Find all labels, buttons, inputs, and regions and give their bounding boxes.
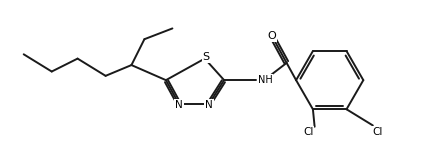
Text: N: N <box>175 100 182 110</box>
Text: O: O <box>267 31 275 41</box>
Text: NH: NH <box>257 75 272 85</box>
Text: N: N <box>205 100 212 110</box>
Text: S: S <box>202 52 209 62</box>
Text: Cl: Cl <box>302 127 313 137</box>
Text: Cl: Cl <box>371 127 381 137</box>
